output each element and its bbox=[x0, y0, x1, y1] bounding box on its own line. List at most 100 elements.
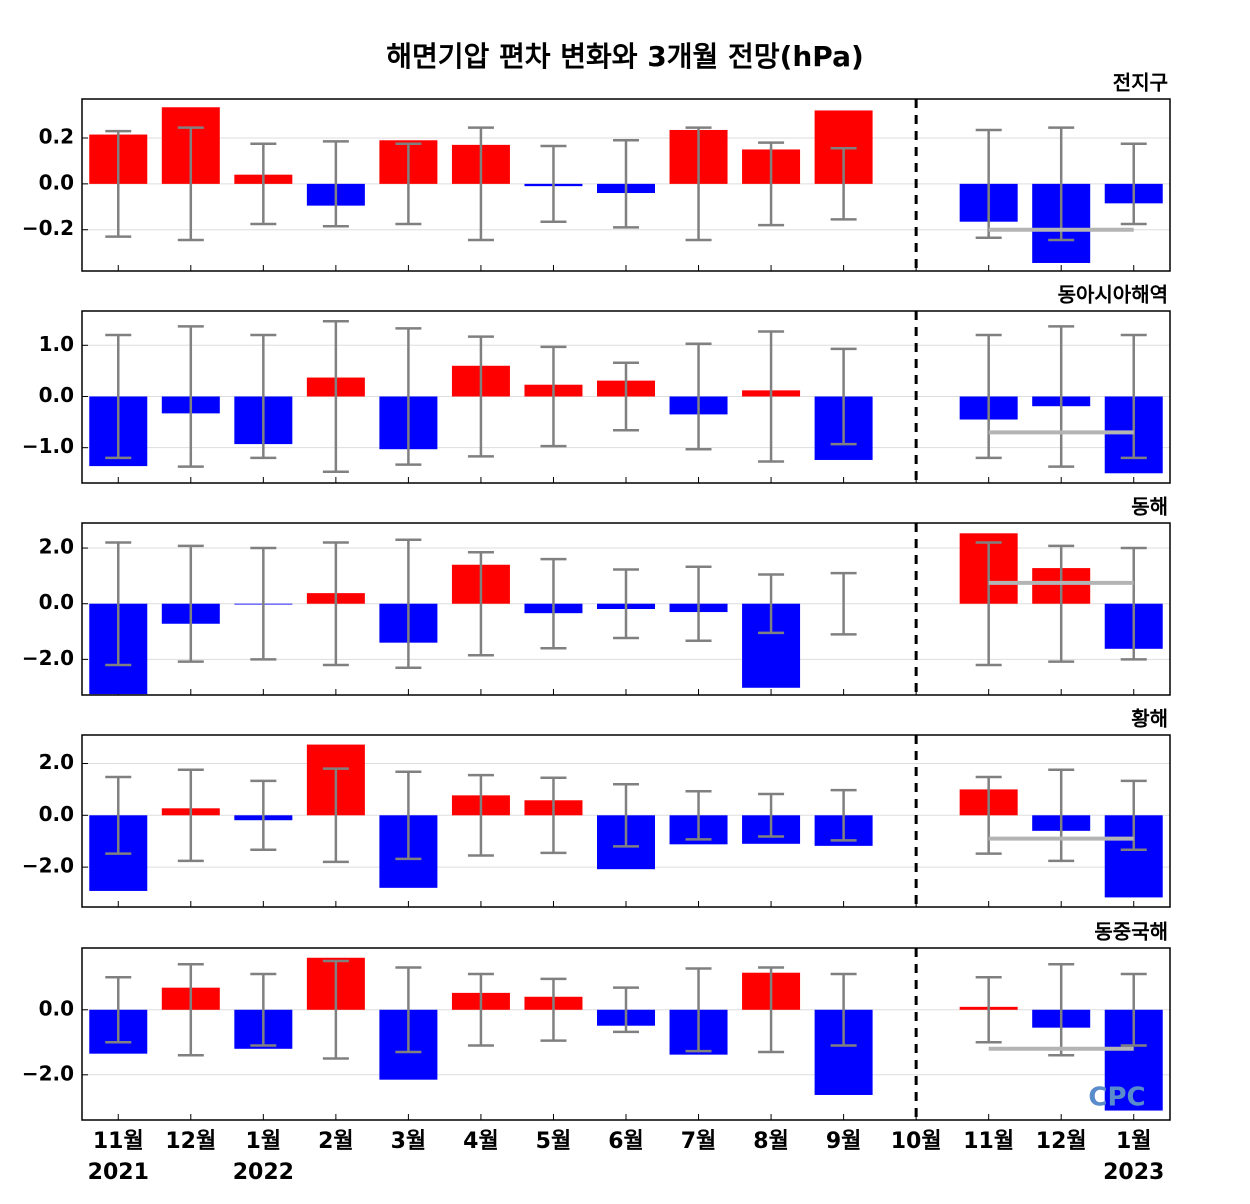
error-bar bbox=[540, 345, 567, 448]
plot-frame bbox=[81, 522, 1171, 696]
y-tick-label: 0.0 bbox=[39, 996, 74, 1020]
x-tick-label: 11월 bbox=[963, 1129, 1014, 1154]
error-bar bbox=[758, 141, 785, 227]
x-tick-label: 1월 bbox=[1116, 1129, 1152, 1154]
error-bar bbox=[1048, 963, 1075, 1057]
x-tick-label: 3월 bbox=[391, 1129, 427, 1154]
error-bar bbox=[322, 140, 349, 228]
y-tick-label: 0.0 bbox=[39, 170, 74, 194]
panel-subtitle: 동해 bbox=[1131, 495, 1168, 519]
error-bar bbox=[613, 568, 639, 640]
error-bar bbox=[613, 139, 639, 229]
error-bar bbox=[613, 361, 639, 432]
error-bar bbox=[758, 573, 785, 635]
y-tick-label: −2.0 bbox=[22, 854, 74, 878]
chart-title: 해면기압 편차 변화와 3개월 전망(hPa) bbox=[386, 40, 864, 73]
error-bar bbox=[250, 333, 277, 460]
plot-frame bbox=[81, 734, 1171, 908]
error-bar bbox=[1120, 142, 1147, 226]
x-tick-label: 4월 bbox=[463, 1129, 499, 1154]
y-tick-label: 0.0 bbox=[39, 802, 74, 826]
error-bar bbox=[975, 541, 1002, 667]
error-bar bbox=[105, 775, 132, 855]
error-bar bbox=[177, 126, 204, 242]
x-tick-label: 11월 bbox=[93, 1129, 144, 1154]
error-bar bbox=[975, 128, 1002, 239]
y-tick-label: 0.2 bbox=[39, 124, 74, 148]
x-tick-label: 5월 bbox=[536, 1129, 572, 1154]
error-bar bbox=[322, 319, 349, 473]
error-bar bbox=[975, 976, 1002, 1044]
error-bar bbox=[758, 330, 785, 463]
plot-frame bbox=[81, 98, 1171, 272]
error-bar bbox=[540, 557, 567, 650]
error-bar bbox=[250, 972, 277, 1047]
x-tick-label: 6월 bbox=[608, 1129, 644, 1154]
error-bar bbox=[540, 776, 567, 855]
error-bar bbox=[105, 129, 132, 238]
logo: CPC bbox=[1088, 1083, 1145, 1113]
panel-subtitle: 전지구 bbox=[1113, 71, 1168, 95]
error-bar bbox=[758, 792, 785, 838]
error-bar bbox=[105, 541, 132, 667]
error-bar bbox=[250, 779, 277, 852]
y-tick-label: 2.0 bbox=[39, 750, 74, 774]
x-tick-label: 12월 bbox=[1036, 1129, 1087, 1154]
error-bar bbox=[395, 327, 422, 466]
error-bar bbox=[467, 972, 494, 1047]
error-bar bbox=[105, 976, 132, 1044]
panel-subtitle: 황해 bbox=[1131, 707, 1168, 731]
x-tick-label: 7월 bbox=[681, 1129, 717, 1154]
y-tick-label: −2.0 bbox=[22, 646, 74, 670]
error-bar bbox=[467, 550, 494, 657]
error-bar bbox=[177, 963, 204, 1057]
error-bar bbox=[830, 788, 857, 842]
y-tick-label: 0.0 bbox=[39, 590, 74, 614]
error-bar bbox=[1048, 768, 1075, 863]
error-bar bbox=[105, 333, 132, 460]
y-tick-label: 0.0 bbox=[39, 383, 74, 407]
error-bar bbox=[177, 768, 204, 863]
year-label: 2021 bbox=[88, 1160, 149, 1185]
error-bar bbox=[322, 541, 349, 667]
error-bar bbox=[250, 142, 277, 226]
error-bar bbox=[177, 325, 204, 468]
y-tick-label: −2.0 bbox=[22, 1061, 74, 1085]
x-tick-label: 8월 bbox=[753, 1129, 789, 1154]
error-bar bbox=[395, 966, 422, 1054]
error-bar bbox=[395, 142, 422, 226]
error-bar bbox=[1048, 325, 1075, 468]
x-tick-label: 2월 bbox=[318, 1129, 354, 1154]
error-bar bbox=[613, 782, 639, 848]
y-tick-label: −0.2 bbox=[22, 216, 74, 240]
y-tick-label: 1.0 bbox=[39, 332, 74, 356]
plot-frame bbox=[81, 310, 1171, 484]
plot-frame bbox=[81, 947, 1171, 1121]
error-bar bbox=[830, 972, 857, 1047]
error-bar bbox=[540, 977, 567, 1042]
error-bar bbox=[758, 966, 785, 1054]
x-tick-label: 12월 bbox=[165, 1129, 216, 1154]
error-bar bbox=[830, 347, 857, 446]
year-label: 2022 bbox=[233, 1160, 294, 1185]
error-bar bbox=[1048, 126, 1075, 242]
y-tick-label: 2.0 bbox=[39, 535, 74, 559]
error-bar bbox=[685, 789, 712, 841]
error-bar bbox=[830, 147, 857, 221]
error-bar bbox=[322, 959, 349, 1060]
year-label: 2023 bbox=[1103, 1160, 1164, 1185]
error-bar bbox=[1048, 544, 1075, 663]
error-bar bbox=[685, 126, 712, 242]
error-bar bbox=[975, 775, 1002, 855]
error-bar bbox=[322, 767, 349, 864]
error-bar bbox=[540, 144, 567, 223]
error-bar bbox=[467, 126, 494, 242]
error-bar bbox=[613, 986, 639, 1034]
error-bar bbox=[395, 538, 422, 669]
error-bar bbox=[1120, 546, 1147, 661]
y-tick-label: −1.0 bbox=[22, 434, 74, 458]
x-tick-label: 1월 bbox=[246, 1129, 282, 1154]
x-tick-label: 9월 bbox=[826, 1129, 862, 1154]
error-bar bbox=[177, 544, 204, 663]
